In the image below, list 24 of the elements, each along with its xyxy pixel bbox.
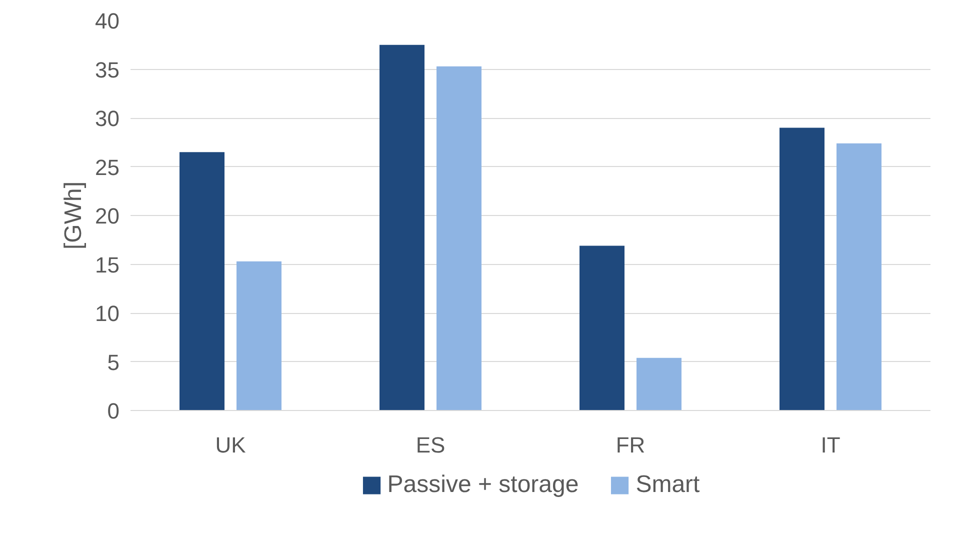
bar <box>836 143 882 410</box>
x-tick-label: ES <box>416 432 446 458</box>
x-tick-label: UK <box>215 432 246 458</box>
y-tick-label: 25 <box>95 154 120 180</box>
bar <box>436 66 482 410</box>
y-tick-label: 30 <box>95 106 120 131</box>
x-tick-label: FR <box>616 432 646 458</box>
bar <box>180 152 224 410</box>
y-tick-label: 40 <box>95 8 120 34</box>
legend-label: Smart <box>636 471 700 499</box>
y-tick-label: 0 <box>107 398 120 424</box>
y-tick-label: 15 <box>95 252 120 278</box>
bar <box>780 128 824 410</box>
x-tick-label: IT <box>820 432 840 458</box>
bar <box>580 246 624 410</box>
y-tick-label: 10 <box>95 301 120 326</box>
y-axis-title: [GWh] <box>60 181 88 250</box>
y-tick-label: 5 <box>107 350 120 375</box>
y-tick-label: 35 <box>95 57 120 82</box>
bar <box>380 44 424 410</box>
legend-label: Passive + storage <box>387 471 579 499</box>
y-tick-label: 20 <box>95 204 120 228</box>
bar <box>636 358 682 410</box>
bar <box>236 261 282 410</box>
